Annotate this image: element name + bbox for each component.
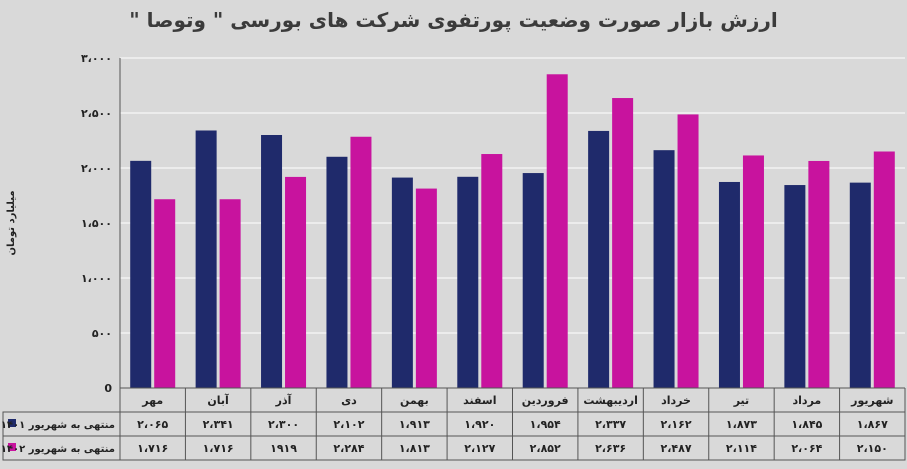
bar-1401: [457, 176, 479, 388]
category-label: شهریور: [850, 394, 893, 407]
bar-1402: [873, 151, 895, 388]
data-label: ۲،۱۶۲: [661, 418, 692, 431]
bar-1402: [285, 176, 307, 388]
bar-1402: [546, 74, 568, 388]
category-label: مرداد: [793, 394, 822, 407]
category-label: تیر: [733, 394, 749, 407]
legend-label: منتهی به شهریور ۱۴۰۱: [1, 420, 115, 431]
bar-1402: [612, 98, 634, 388]
data-label: ۲،۱۲۷: [464, 442, 495, 455]
bar-1401: [391, 177, 413, 388]
y-tick-label: ۱،۰۰۰: [81, 272, 112, 285]
bar-1401: [130, 160, 152, 388]
data-label: ۱،۸۶۷: [857, 418, 888, 431]
bar-1402: [154, 199, 176, 388]
data-label: ۲،۳۳۷: [595, 418, 626, 431]
bar-1402: [677, 114, 699, 389]
y-tick-label: ۲،۰۰۰: [81, 162, 112, 175]
bar-1402: [808, 160, 830, 388]
bar-1401: [261, 135, 283, 388]
y-tick-label: 0: [104, 382, 112, 395]
chart-title: ارزش بازار صورت وضعیت پورتفوی شرکت های ب…: [129, 8, 778, 32]
data-label: ۱۹۱۹: [270, 442, 297, 455]
bar-1401: [784, 185, 806, 388]
legend-label: منتهی به شهریور ۱۴۰۲: [1, 444, 115, 455]
legend-key: [8, 443, 16, 451]
data-label: ۲،۰۶۴: [791, 442, 822, 455]
data-label: ۲،۱۱۴: [726, 442, 757, 455]
bar-1401: [849, 182, 871, 388]
data-label: ۲،۲۸۴: [333, 442, 364, 455]
category-label: اسفند: [463, 394, 496, 407]
data-label: ۱،۹۲۰: [464, 418, 495, 431]
bar-1401: [195, 130, 217, 389]
category-label: آبان: [207, 393, 229, 407]
bar-1401: [588, 130, 610, 388]
bar-1401: [522, 173, 544, 388]
bar-1402: [742, 155, 764, 388]
category-label: خرداد: [661, 394, 691, 407]
data-label: ۲،۴۸۷: [661, 442, 692, 455]
y-axis-label: میلیارد تومان: [6, 190, 17, 255]
data-label: ۱،۹۱۳: [399, 418, 430, 431]
category-label: مهر: [141, 394, 163, 407]
data-label: ۱،۹۵۴: [530, 418, 561, 431]
category-label: آذر: [275, 393, 292, 407]
data-label: ۱،۸۱۳: [399, 442, 430, 455]
y-tick-label: ۵۰۰: [92, 327, 112, 340]
data-label: ۱،۷۱۶: [137, 442, 168, 455]
bar-1401: [653, 150, 675, 388]
data-label: ۲،۶۳۶: [595, 442, 626, 455]
bar-1401: [326, 156, 348, 388]
bar-1401: [718, 181, 740, 388]
bar-1402: [415, 188, 437, 388]
y-tick-label: ۱،۵۰۰: [81, 217, 112, 230]
category-label: دی: [341, 394, 357, 407]
bar-1402: [219, 199, 241, 388]
bar-1402: [350, 136, 372, 388]
data-label: ۲،۸۵۲: [530, 442, 561, 455]
category-label: فروردین: [522, 394, 569, 407]
y-tick-label: ۲،۵۰۰: [81, 107, 112, 120]
data-label: ۱،۸۴۵: [791, 418, 822, 431]
category-label: اردیبهشت: [583, 394, 637, 407]
data-label: ۱،۸۷۳: [726, 418, 757, 431]
category-label: بهمن: [400, 394, 429, 407]
data-label: ۲،۱۰۲: [333, 418, 364, 431]
y-tick-label: ۳،۰۰۰: [81, 52, 112, 65]
legend-key: [8, 419, 16, 427]
data-label: ۲،۱۵۰: [857, 442, 888, 455]
data-label: ۲،۳۴۱: [203, 418, 234, 431]
data-label: ۲،۰۶۵: [137, 418, 168, 431]
data-label: ۲،۳۰۰: [268, 418, 299, 431]
bar-1402: [481, 154, 503, 388]
data-label: ۱،۷۱۶: [203, 442, 234, 455]
